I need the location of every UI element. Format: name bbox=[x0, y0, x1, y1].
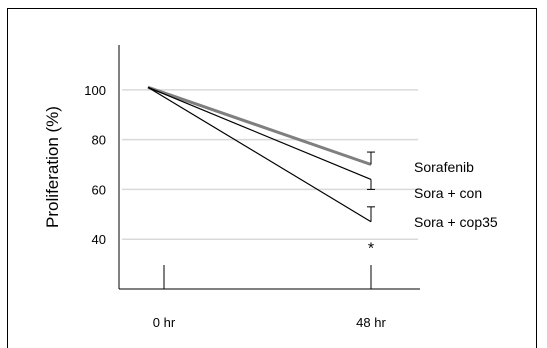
chart-svg: 40 60 80 100 0 hr 48 hr Proliferation (%) So… bbox=[43, 45, 498, 330]
series-line-1 bbox=[147, 85, 372, 166]
series-line-2 bbox=[147, 86, 372, 181]
y-axis-label: Proliferation (%) bbox=[43, 106, 62, 228]
significance-marker: * bbox=[368, 241, 374, 258]
y-tick-label: 80 bbox=[92, 133, 106, 148]
series-group bbox=[147, 85, 375, 223]
legend: Sorafenib Sora + con Sora + cop35 bbox=[414, 159, 498, 230]
y-tick-label: 40 bbox=[92, 232, 106, 247]
y-ticks: 40 60 80 100 bbox=[84, 83, 106, 247]
figure-frame bbox=[7, 8, 537, 348]
annotations: * bbox=[368, 241, 374, 258]
y-tick-label: 60 bbox=[92, 182, 106, 197]
legend-entry: Sorafenib bbox=[414, 159, 474, 175]
series-line-3 bbox=[147, 86, 372, 223]
legend-entry: Sora + con bbox=[414, 185, 482, 201]
x-ticks: 0 hr 48 hr bbox=[153, 265, 386, 330]
x-tick-label: 48 hr bbox=[356, 315, 386, 330]
gridlines bbox=[122, 89, 418, 240]
legend-entry: Sora + cop35 bbox=[414, 214, 498, 230]
x-tick-label: 0 hr bbox=[153, 315, 176, 330]
y-tick-label: 100 bbox=[84, 83, 106, 98]
